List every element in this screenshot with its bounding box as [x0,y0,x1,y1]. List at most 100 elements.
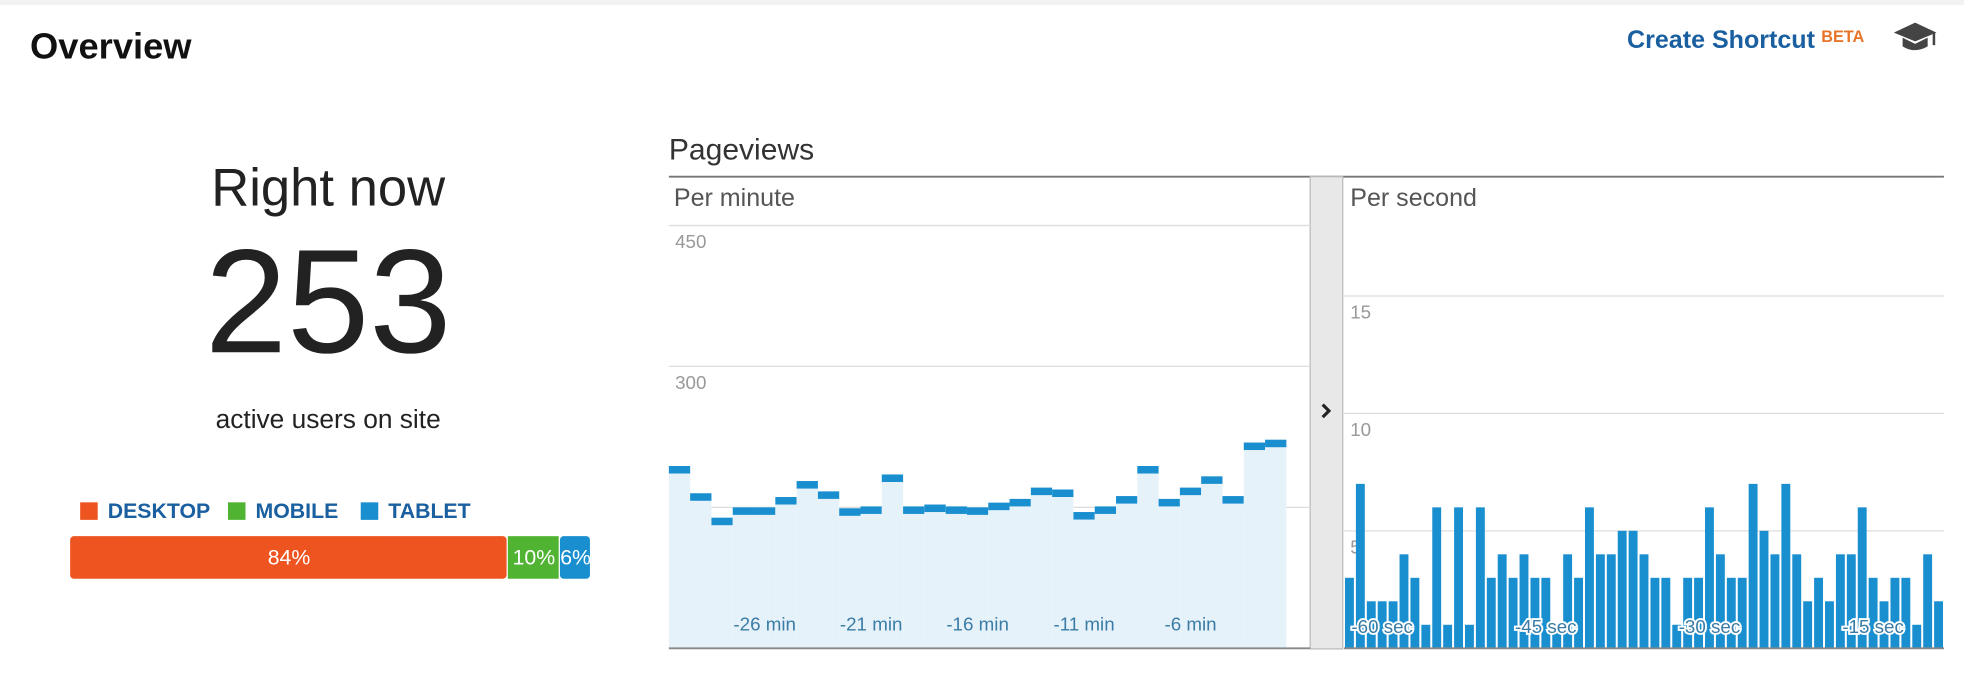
bar [1792,554,1802,649]
bar-area [1073,512,1095,649]
bar-cap [817,491,840,499]
bar [1868,577,1878,649]
bar [1857,507,1867,649]
x-tick-label: -21 min [840,614,903,635]
bar [1606,554,1616,649]
help-icon[interactable] [1893,22,1937,51]
beta-badge: BETA [1821,28,1864,46]
bar-cap [924,504,946,513]
bar-area [966,507,989,649]
bar [1846,554,1856,649]
bar-area [1137,466,1159,649]
pageviews-title: Pageviews [669,134,814,167]
y-tick-label: 10 [1350,419,1371,440]
device-share-label: 10% [513,545,556,569]
cap-base [1902,37,1928,51]
bar-area [924,504,946,649]
bar [1595,554,1605,649]
bar-cap [1158,498,1180,507]
bar-cap [1052,489,1074,498]
bar [1770,554,1780,649]
bar [1464,624,1474,649]
bar-cap [711,517,733,526]
bar [1421,624,1431,649]
bar [1923,554,1933,649]
bar [1486,577,1496,649]
bar [1759,530,1769,649]
y-tick-label: 15 [1350,301,1371,322]
bar [1683,577,1693,649]
bar [1432,507,1442,649]
cap-top [1893,22,1937,42]
bar-cap [775,497,797,505]
bar [1890,577,1900,649]
bar [1344,577,1354,649]
bar [1901,577,1911,649]
x-tick-label: -45 sec [1515,616,1577,637]
bar [1748,483,1758,649]
bar [1410,577,1420,649]
bar [1454,507,1463,649]
chart-subtitle: Per second [1350,184,1477,212]
bar-cap [1265,439,1287,448]
bar [1639,554,1649,649]
bar [1475,507,1485,649]
bar-area [732,507,755,649]
bar-area [903,506,925,649]
bar [1399,554,1409,649]
bar-area [1243,442,1266,649]
device-share-bar [507,536,559,579]
bar-cap [1179,487,1202,496]
bar [1530,577,1540,649]
bar-cap [1243,442,1266,451]
x-tick-label: -11 min [1053,614,1114,635]
bar-cap [1073,512,1095,520]
bar-area [1009,498,1031,649]
bar-cap [1009,498,1031,507]
bar-cap [966,507,989,515]
x-tick-label: -30 sec [1679,616,1741,637]
y-tick-label: 300 [675,372,706,393]
device-share-label: 6% [560,545,591,569]
bar [1574,577,1583,649]
bar-cap [1116,496,1138,504]
bar [1650,577,1660,649]
x-tick-label: -16 min [946,614,1009,635]
bar [1519,554,1529,649]
bar-cap [903,506,925,514]
chart-subtitle: Per minute [674,184,795,212]
bar [1377,601,1387,649]
bar-cap [1094,506,1117,514]
bar-cap [860,506,882,514]
bar-cap [796,481,818,489]
bar-area [711,517,733,649]
bar [1508,577,1518,649]
device-share-bar [559,536,590,579]
bar [1672,624,1682,649]
bar [1803,601,1813,649]
bar-area [668,466,691,649]
bar-cap [1201,476,1223,484]
legend-swatch [80,502,98,520]
bar [1541,577,1551,649]
bar-area [817,491,840,649]
bar [1552,624,1562,649]
bar [1781,483,1791,649]
active-users-caption: active users on site [216,404,441,434]
bar [1715,554,1725,649]
legend-label: MOBILE [256,499,339,523]
bar-cap [754,507,776,515]
bar [1705,507,1714,649]
bar-cap [732,507,755,515]
device-share-bar [70,536,507,579]
legend-swatch [360,502,379,520]
bar-area [839,508,861,649]
bar [1388,601,1398,649]
bar-cap [668,466,691,474]
bar-cap [945,506,967,514]
create-shortcut-link[interactable]: Create Shortcut [1627,26,1816,54]
page-title: Overview [30,26,192,67]
expand-toggle[interactable] [1321,403,1332,419]
x-tick-label: -15 sec [1842,616,1904,637]
y-tick-label: 450 [675,231,706,252]
